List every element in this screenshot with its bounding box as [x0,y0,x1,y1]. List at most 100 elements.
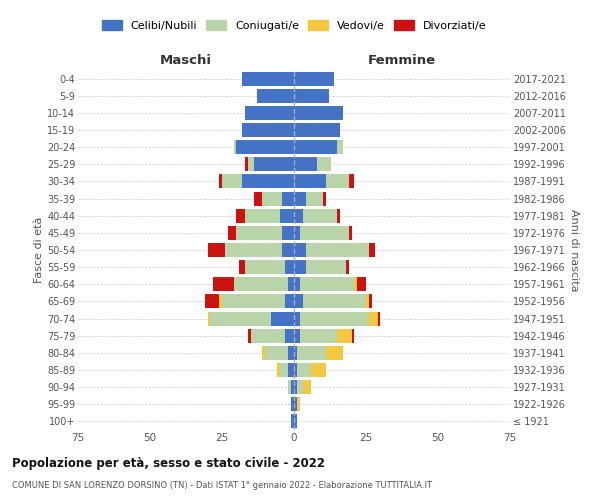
Bar [288,363,294,377]
Bar [355,278,358,291]
Bar [311,363,326,377]
Bar [219,174,222,188]
Bar [323,192,326,205]
Bar [294,346,297,360]
Bar [366,294,369,308]
Text: Maschi: Maschi [160,54,212,66]
Bar [302,294,366,308]
Bar [262,192,283,205]
Bar [280,363,288,377]
Bar [302,380,311,394]
Bar [294,88,329,102]
Bar [222,174,242,188]
Bar [300,328,337,342]
Bar [236,140,294,154]
Bar [305,243,369,257]
Y-axis label: Anni di nascita: Anni di nascita [569,209,578,291]
Bar [300,312,369,326]
Bar [236,226,283,240]
Bar [242,123,294,137]
Bar [300,278,355,291]
Bar [245,208,280,222]
Bar [305,260,346,274]
Bar [239,260,245,274]
Bar [294,123,340,137]
Bar [219,294,222,308]
Bar [262,346,265,360]
Bar [294,328,300,342]
Bar [294,140,337,154]
Bar [294,72,334,86]
Bar [245,106,294,120]
Bar [294,243,305,257]
Bar [294,192,305,205]
Y-axis label: Fasce di età: Fasce di età [34,217,44,283]
Bar [337,208,340,222]
Bar [286,328,294,342]
Bar [277,363,280,377]
Bar [294,363,297,377]
Bar [297,346,326,360]
Bar [369,243,374,257]
Bar [233,140,236,154]
Bar [288,278,294,291]
Bar [349,226,352,240]
Bar [294,174,326,188]
Bar [297,398,300,411]
Bar [257,88,294,102]
Bar [294,278,300,291]
Bar [317,158,331,172]
Bar [208,243,225,257]
Bar [283,192,294,205]
Bar [245,260,286,274]
Bar [286,260,294,274]
Bar [208,312,211,326]
Bar [294,398,297,411]
Bar [377,312,380,326]
Legend: Celibi/Nubili, Coniugati/e, Vedovi/e, Divorziati/e: Celibi/Nubili, Coniugati/e, Vedovi/e, Di… [102,20,486,30]
Bar [288,380,291,394]
Bar [369,294,372,308]
Bar [288,346,294,360]
Bar [205,294,219,308]
Bar [346,260,349,274]
Text: Popolazione per età, sesso e stato civile - 2022: Popolazione per età, sesso e stato civil… [12,458,325,470]
Bar [283,226,294,240]
Bar [294,414,297,428]
Bar [225,243,283,257]
Bar [222,294,286,308]
Bar [294,380,297,394]
Bar [286,294,294,308]
Text: Femmine: Femmine [368,54,436,66]
Bar [302,208,337,222]
Bar [254,158,294,172]
Bar [254,192,262,205]
Bar [294,294,302,308]
Bar [349,174,355,188]
Bar [251,328,286,342]
Bar [211,312,271,326]
Bar [233,278,288,291]
Bar [291,398,294,411]
Bar [248,158,254,172]
Bar [236,208,245,222]
Bar [214,278,233,291]
Bar [242,72,294,86]
Bar [294,312,300,326]
Bar [245,158,248,172]
Bar [283,243,294,257]
Bar [294,260,305,274]
Bar [297,380,302,394]
Bar [369,312,377,326]
Bar [294,226,300,240]
Bar [326,174,349,188]
Bar [297,363,311,377]
Bar [242,174,294,188]
Bar [300,226,349,240]
Bar [280,208,294,222]
Bar [271,312,294,326]
Bar [248,328,251,342]
Bar [294,158,317,172]
Bar [228,226,236,240]
Bar [265,346,288,360]
